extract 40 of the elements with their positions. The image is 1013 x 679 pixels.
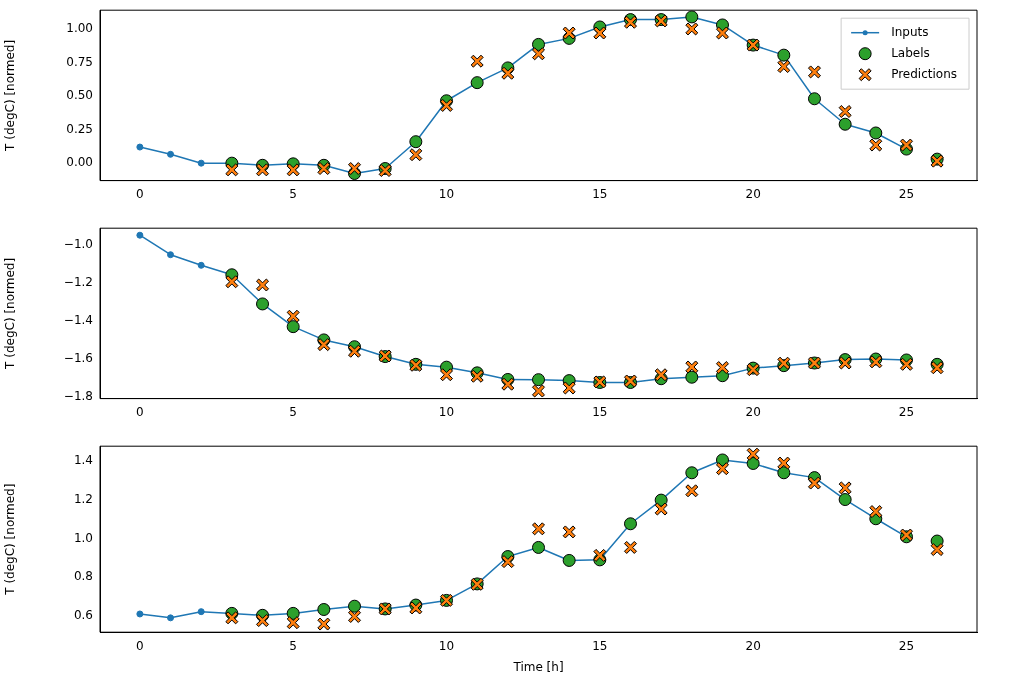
y-tick-label: −1.2 xyxy=(63,275,93,290)
x-tick-label: 25 xyxy=(898,638,915,653)
x-tick-label: 10 xyxy=(438,638,455,653)
y-tick-label: 0.50 xyxy=(66,88,93,103)
y-tick-label: 1.00 xyxy=(66,21,93,36)
y-tick-label: 1.4 xyxy=(73,453,93,468)
x-tick-label: 0 xyxy=(136,638,144,653)
x-tick-label: 20 xyxy=(745,186,761,201)
x-tick-label: 5 xyxy=(289,404,298,419)
x-tick-label: 20 xyxy=(745,638,761,653)
y-tick-label: 0.8 xyxy=(73,569,93,584)
y-axis-title: T (degC) [normed] xyxy=(3,483,18,596)
x-tick-label: 0 xyxy=(136,186,144,201)
y-tick-label: −1.8 xyxy=(63,388,93,403)
x-tick-label: 15 xyxy=(592,186,608,201)
x-tick-label: 20 xyxy=(745,404,761,419)
y-tick-label: 0.6 xyxy=(73,608,93,623)
y-tick-label: −1.0 xyxy=(63,237,93,252)
x-tick-label: 15 xyxy=(592,404,608,419)
x-tick-label: 0 xyxy=(136,404,144,419)
legend-label: Labels xyxy=(891,45,930,60)
x-tick-label: 10 xyxy=(438,186,455,201)
y-tick-label: 1.0 xyxy=(73,530,93,545)
x-tick-label: 10 xyxy=(438,404,455,419)
x-axis-title: Time [h] xyxy=(512,659,564,674)
x-tick-label: 5 xyxy=(289,186,298,201)
y-axis-title: T (degC) [normed] xyxy=(3,257,18,370)
y-tick-label: 0.75 xyxy=(66,54,93,69)
y-tick-label: −1.4 xyxy=(63,313,93,328)
x-tick-label: 5 xyxy=(289,638,298,653)
y-tick-label: 0.25 xyxy=(66,121,93,136)
legend-label: Inputs xyxy=(891,24,929,39)
y-axis-title: T (degC) [normed] xyxy=(3,39,18,152)
legend-label: Predictions xyxy=(891,66,958,81)
x-tick-label: 15 xyxy=(592,638,608,653)
x-tick-label: 25 xyxy=(898,186,915,201)
x-tick-label: 25 xyxy=(898,404,915,419)
y-tick-label: 0.00 xyxy=(66,155,93,170)
y-tick-label: 1.2 xyxy=(73,491,93,506)
y-tick-label: −1.6 xyxy=(63,350,93,365)
